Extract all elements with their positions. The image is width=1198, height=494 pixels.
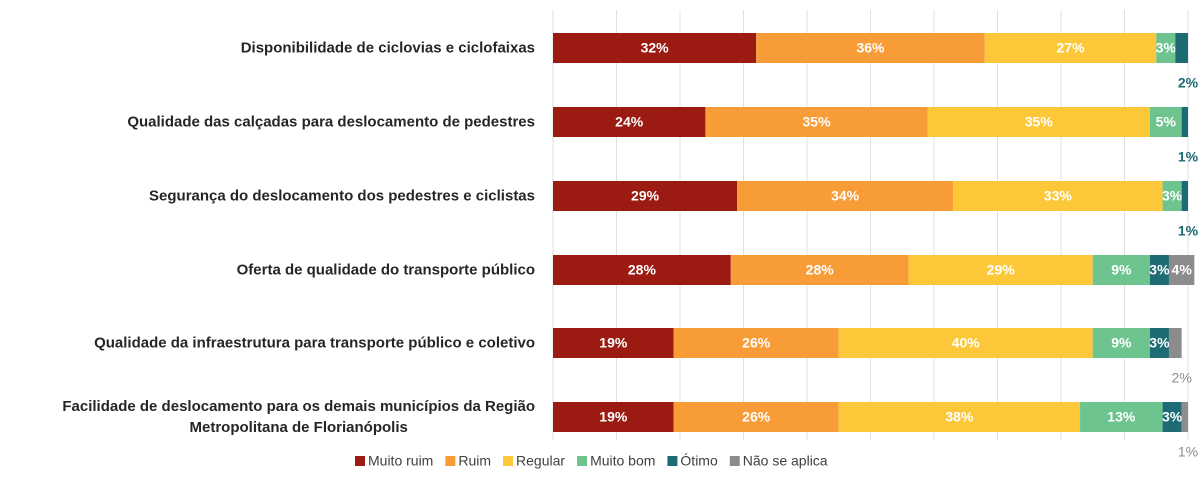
- bar-segment: [1181, 107, 1188, 137]
- legend-label: Muito ruim: [368, 453, 433, 469]
- bar-segment: [1092, 328, 1150, 358]
- legend-label: Ótimo: [680, 453, 718, 469]
- bar-segment: [1149, 255, 1169, 285]
- data-label: 3%: [1149, 335, 1170, 351]
- data-label: 35%: [1025, 114, 1054, 130]
- data-label: 26%: [742, 409, 771, 425]
- data-label: 29%: [631, 188, 660, 204]
- data-label: 5%: [1156, 114, 1177, 130]
- legend-swatch: [577, 456, 588, 466]
- bar-segment: [908, 255, 1093, 285]
- category-label: Qualidade da infraestrutura para transpo…: [94, 333, 535, 354]
- data-label: 28%: [628, 262, 657, 278]
- bar-segment: [553, 402, 674, 432]
- category-label: Disponibilidade de ciclovias e ciclofaix…: [241, 38, 535, 59]
- legend-swatch: [355, 456, 365, 466]
- bar-segment: [927, 107, 1150, 137]
- data-label: 19%: [599, 409, 628, 425]
- bar-segment: [1181, 402, 1188, 432]
- legend-swatch: [445, 456, 456, 466]
- bar-segment: [553, 255, 731, 285]
- data-label: 13%: [1107, 409, 1136, 425]
- bar-segment: [1092, 255, 1150, 285]
- bar-segment: [1080, 402, 1163, 432]
- bar-segment: [1175, 33, 1188, 63]
- bar-segment: [1162, 402, 1182, 432]
- data-label: 1%: [1178, 223, 1198, 239]
- category-label: Facilidade de deslocamento para os demai…: [62, 396, 535, 438]
- category-text: Facilidade de deslocamento para os demai…: [62, 398, 535, 436]
- bar-segment: [838, 328, 1093, 358]
- bar-segment: [838, 402, 1081, 432]
- category-label: Segurança do deslocamento dos pedestres …: [149, 186, 535, 207]
- bar-segment: [1168, 328, 1182, 358]
- category-text: Disponibilidade de ciclovias e ciclofaix…: [240, 39, 535, 57]
- data-label: 3%: [1162, 409, 1183, 425]
- legend-label: Regular: [516, 453, 565, 469]
- category-text: Oferta de qualidade do transporte públic…: [236, 261, 535, 279]
- bar-segment: [953, 181, 1163, 211]
- bar-segment: [1149, 328, 1169, 358]
- data-label: 34%: [831, 188, 860, 204]
- bar-segment: [730, 255, 909, 285]
- data-label: 32%: [641, 40, 670, 56]
- data-label: 35%: [803, 114, 832, 130]
- data-label: 4%: [1172, 262, 1193, 278]
- data-label: 36%: [856, 40, 885, 56]
- category-text: Qualidade das calçadas para deslocamento…: [127, 113, 535, 131]
- data-label: 3%: [1162, 188, 1183, 204]
- legend-swatch: [729, 456, 740, 466]
- data-label: 38%: [945, 409, 974, 425]
- data-label: 3%: [1149, 262, 1170, 278]
- data-label: 29%: [987, 262, 1016, 278]
- bar-segment: [1156, 33, 1176, 63]
- data-label: 1%: [1178, 444, 1198, 460]
- data-label: 33%: [1044, 188, 1073, 204]
- bar-segment: [984, 33, 1157, 63]
- bar-segment: [705, 107, 928, 137]
- legend-swatch: [503, 456, 514, 466]
- bar-segment: [553, 328, 674, 358]
- data-label: 24%: [615, 114, 644, 130]
- bar-segment: [1168, 255, 1195, 285]
- legend-label: Não se aplica: [743, 453, 828, 469]
- bar-segment: [673, 402, 839, 432]
- data-label: 9%: [1111, 335, 1132, 351]
- bar-segment: [1162, 181, 1182, 211]
- legend-label: Ruim: [458, 453, 491, 469]
- bar-segment: [673, 328, 839, 358]
- legend-label: Muito bom: [590, 453, 655, 469]
- data-label: 27%: [1057, 40, 1086, 56]
- data-label: 2%: [1172, 370, 1192, 386]
- legend-swatch: [667, 456, 678, 466]
- data-label: 2%: [1178, 75, 1198, 91]
- bar-segment: [1181, 181, 1188, 211]
- bar-segment: [553, 107, 706, 137]
- data-label: 19%: [599, 335, 628, 351]
- data-label: 40%: [952, 335, 981, 351]
- data-label: 3%: [1156, 40, 1177, 56]
- data-label: 26%: [742, 335, 771, 351]
- category-label: Oferta de qualidade do transporte públic…: [237, 260, 535, 281]
- bar-segment: [737, 181, 954, 211]
- category-label: Qualidade das calçadas para deslocamento…: [127, 112, 535, 133]
- bar-segment: [553, 33, 757, 63]
- data-label: 9%: [1111, 262, 1132, 278]
- data-label: 1%: [1178, 149, 1198, 165]
- data-label: 28%: [806, 262, 835, 278]
- category-text: Qualidade da infraestrutura para transpo…: [94, 334, 535, 352]
- category-text: Segurança do deslocamento dos pedestres …: [149, 187, 535, 205]
- bar-segment: [553, 181, 738, 211]
- bar-segment: [1149, 107, 1182, 137]
- bar-segment: [756, 33, 985, 63]
